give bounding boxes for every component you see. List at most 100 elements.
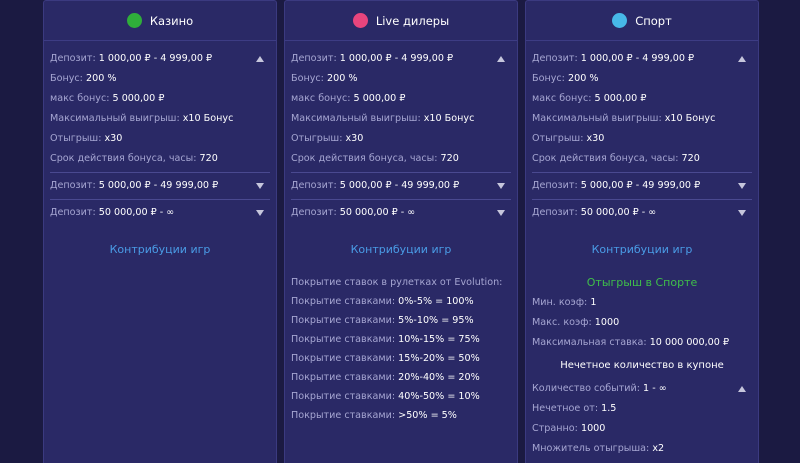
- info-row: Нечетное от: 1.5: [532, 399, 752, 419]
- info-label: Множитель отыгрыша:: [532, 443, 650, 454]
- sport-title: Отыгрыш в Спорте: [586, 276, 698, 289]
- info-label: Депозит:: [532, 180, 578, 191]
- info-value: x10 Бонус: [182, 113, 234, 124]
- bonus-panel: Live дилеры Депозит: 1 000,00 ₽ - 4 999,0…: [284, 0, 518, 463]
- info-row: Бонус: 200 %: [532, 69, 752, 89]
- info-label: Покрытие ставками:: [291, 391, 396, 402]
- info-value: 5%-10% = 95%: [398, 315, 474, 326]
- toggle-arrow[interactable]: [497, 56, 505, 62]
- deposit-tier[interactable]: Депозит: 50 000,00 ₽ - ∞: [532, 200, 752, 226]
- info-value: 50 000,00 ₽ - ∞: [98, 207, 175, 218]
- info-label: Бонус:: [50, 73, 83, 84]
- info-row: Отыгрыш: x30: [291, 129, 511, 149]
- info-row: Покрытие ставками: 10%-15% = 75%: [291, 330, 511, 349]
- info-value: 5 000,00 ₽ - 49 999,00 ₽: [98, 180, 219, 191]
- info-label: Депозит:: [50, 53, 96, 64]
- panel-header: Спорт: [526, 1, 758, 41]
- deposit-tier[interactable]: Депозит: 5 000,00 ₽ - 49 999,00 ₽: [291, 173, 511, 200]
- info-row: Депозит: 50 000,00 ₽ - ∞: [50, 203, 270, 223]
- category-icon: [612, 13, 628, 28]
- info-label: макс бонус:: [532, 93, 592, 104]
- info-value: 1 000,00 ₽ - 4 999,00 ₽: [580, 53, 695, 64]
- info-value: 5 000,00 ₽: [594, 93, 647, 104]
- info-label: Максимальный выигрыш:: [50, 113, 180, 124]
- toggle-arrow[interactable]: [256, 210, 264, 216]
- deposit-tier[interactable]: Депозит: 5 000,00 ₽ - 49 999,00 ₽: [532, 173, 752, 200]
- info-row: Бонус: 200 %: [291, 69, 511, 89]
- info-value: 5 000,00 ₽ - 49 999,00 ₽: [339, 180, 460, 191]
- info-label: макс бонус:: [291, 93, 351, 104]
- info-row: макс бонус: 5 000,00 ₽: [532, 89, 752, 109]
- info-label: Депозит:: [291, 207, 337, 218]
- info-row: Максимальный выигрыш: x10 Бонус: [291, 109, 511, 129]
- info-label: Странно:: [532, 423, 578, 434]
- info-value: 10%-15% = 75%: [398, 334, 480, 345]
- panel-header: Live дилеры: [285, 1, 517, 41]
- info-value: 20%-40% = 20%: [398, 372, 480, 383]
- info-row: Депозит: 5 000,00 ₽ - 49 999,00 ₽: [532, 176, 752, 196]
- coverage-section: Покрытие ставок в рулетках от Evolution:…: [291, 273, 511, 425]
- info-value: 200 %: [326, 73, 358, 84]
- toggle-arrow[interactable]: [256, 56, 264, 62]
- toggle-arrow[interactable]: [738, 56, 746, 62]
- deposit-tier[interactable]: Депозит: 1 000,00 ₽ - 4 999,00 ₽ Бонус: 2…: [291, 41, 511, 173]
- info-label: Мин. коэф:: [532, 297, 588, 308]
- info-row: Мин. коэф: 1: [532, 293, 752, 313]
- info-label: Максимальный выигрыш:: [532, 113, 662, 124]
- toggle-arrow[interactable]: [738, 386, 746, 392]
- contributions-link[interactable]: Контрибуции игр: [350, 243, 452, 256]
- toggle-arrow[interactable]: [497, 210, 505, 216]
- info-row: Срок действия бонуса, часы: 720: [532, 149, 752, 169]
- deposit-tier[interactable]: Депозит: 1 000,00 ₽ - 4 999,00 ₽ Бонус: 2…: [532, 41, 752, 173]
- info-label: Срок действия бонуса, часы:: [532, 153, 679, 164]
- info-label: Нечетное от:: [532, 403, 599, 414]
- deposit-tier[interactable]: Депозит: 5 000,00 ₽ - 49 999,00 ₽: [50, 173, 270, 200]
- info-row: Отыгрыш: x30: [532, 129, 752, 149]
- info-value: >50% = 5%: [398, 410, 457, 421]
- info-value: 50 000,00 ₽ - ∞: [339, 207, 416, 218]
- info-row: макс бонус: 5 000,00 ₽: [291, 89, 511, 109]
- info-row: Покрытие ставками: 0%-5% = 100%: [291, 292, 511, 311]
- info-label: Бонус:: [532, 73, 565, 84]
- info-value: x10 Бонус: [664, 113, 716, 124]
- info-label: Максимальный выигрыш:: [291, 113, 421, 124]
- info-value: 50 000,00 ₽ - ∞: [580, 207, 657, 218]
- info-label: Депозит:: [532, 53, 578, 64]
- info-label: Покрытие ставками:: [291, 334, 396, 345]
- info-row: Депозит: 5 000,00 ₽ - 49 999,00 ₽: [50, 176, 270, 196]
- contributions-link[interactable]: Контрибуции игр: [109, 243, 211, 256]
- info-row: Макс. коэф: 1000: [532, 313, 752, 333]
- info-label: Депозит:: [291, 180, 337, 191]
- info-row: Покрытие ставками: 40%-50% = 10%: [291, 387, 511, 406]
- info-value: 15%-20% = 50%: [398, 353, 480, 364]
- info-value: 720: [440, 153, 459, 164]
- info-value: x30: [345, 133, 364, 144]
- contributions-link[interactable]: Контрибуции игр: [591, 243, 693, 256]
- deposit-tier[interactable]: Депозит: 50 000,00 ₽ - ∞: [50, 200, 270, 226]
- info-row: Покрытие ставками: 20%-40% = 20%: [291, 368, 511, 387]
- info-value: 5 000,00 ₽: [353, 93, 406, 104]
- info-label: Покрытие ставками:: [291, 296, 396, 307]
- info-value: 720: [199, 153, 218, 164]
- bonus-panel: Казино Депозит: 1 000,00 ₽ - 4 999,00 ₽ Бо…: [43, 0, 277, 463]
- toggle-arrow[interactable]: [738, 210, 746, 216]
- info-value: x10 Бонус: [423, 113, 475, 124]
- category-icon: [126, 13, 142, 28]
- info-row: Покрытие ставками: 5%-10% = 95%: [291, 311, 511, 330]
- info-value: 720: [681, 153, 700, 164]
- panel-title: Live дилеры: [375, 13, 450, 28]
- toggle-arrow[interactable]: [256, 183, 264, 189]
- info-label: Депозит:: [50, 207, 96, 218]
- info-value: 1000: [580, 423, 606, 434]
- deposit-tier[interactable]: Депозит: 50 000,00 ₽ - ∞: [291, 200, 511, 226]
- info-row: Депозит: 1 000,00 ₽ - 4 999,00 ₽: [50, 49, 270, 69]
- toggle-arrow[interactable]: [497, 183, 505, 189]
- info-value: x30: [104, 133, 123, 144]
- toggle-arrow[interactable]: [738, 183, 746, 189]
- deposit-tier[interactable]: Депозит: 1 000,00 ₽ - 4 999,00 ₽ Бонус: 2…: [50, 41, 270, 173]
- info-value: 5 000,00 ₽ - 49 999,00 ₽: [580, 180, 701, 191]
- info-label: Максимальная ставка:: [532, 337, 647, 348]
- info-row: Максимальная ставка: 10 000 000,00 ₽: [532, 333, 752, 353]
- info-row: Срок действия бонуса, часы: 720: [291, 149, 511, 169]
